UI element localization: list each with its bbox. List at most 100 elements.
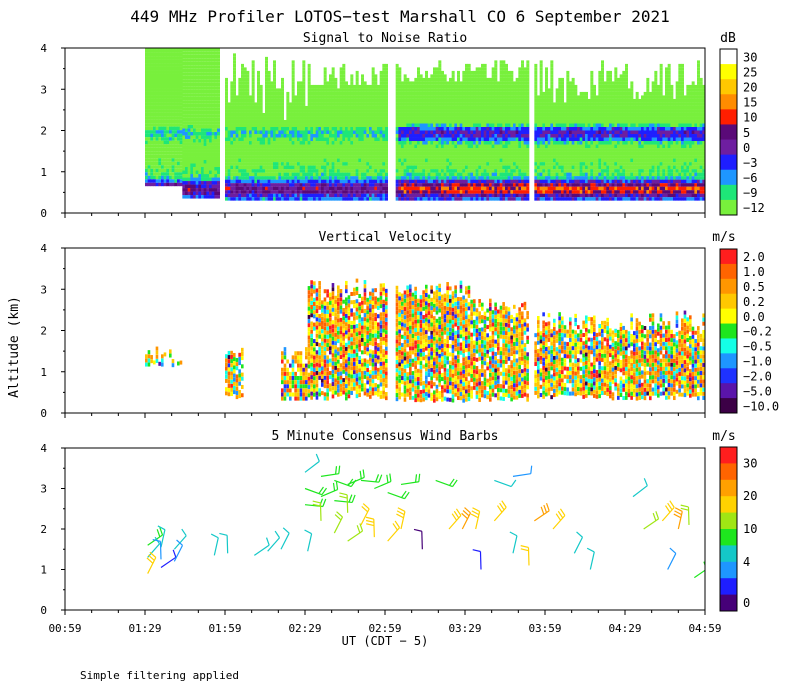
snr-cell bbox=[291, 84, 295, 89]
snr-cell bbox=[153, 88, 156, 92]
snr-cell bbox=[470, 88, 474, 92]
snr-cell bbox=[462, 155, 466, 159]
snr-cell bbox=[145, 154, 148, 159]
snr-cell bbox=[369, 134, 372, 138]
snr-cell bbox=[505, 190, 508, 194]
snr-cell bbox=[211, 188, 215, 192]
snr-cell bbox=[449, 88, 452, 92]
snr-cell bbox=[310, 127, 314, 131]
snr-cell bbox=[467, 134, 471, 138]
snr-cell bbox=[427, 144, 431, 149]
snr-cell bbox=[270, 155, 274, 159]
snr-cell bbox=[347, 91, 351, 96]
snr-cell bbox=[449, 84, 452, 89]
snr-cell bbox=[302, 123, 306, 127]
snr-cell bbox=[203, 145, 207, 150]
snr-cell bbox=[465, 116, 468, 120]
snr-cell bbox=[483, 151, 487, 156]
snr-cell bbox=[403, 179, 407, 184]
snr-cell bbox=[211, 191, 215, 196]
snr-cell bbox=[339, 165, 343, 170]
snr-cell bbox=[497, 148, 500, 152]
snr-cell bbox=[190, 174, 194, 178]
snr-cell bbox=[235, 144, 239, 149]
snr-cell bbox=[217, 54, 220, 59]
snr-cell bbox=[171, 105, 175, 110]
snr-cell bbox=[518, 112, 522, 117]
snr-cell bbox=[422, 119, 426, 124]
snr-cell bbox=[433, 162, 436, 166]
snr-cell bbox=[254, 102, 258, 106]
snr-cell bbox=[467, 190, 471, 194]
snr-cell bbox=[422, 158, 426, 163]
snr-cell bbox=[345, 105, 348, 110]
snr-cell bbox=[329, 148, 332, 152]
snr-cell bbox=[406, 109, 410, 113]
snr-cell bbox=[489, 197, 492, 201]
snr-cell bbox=[403, 162, 407, 166]
snr-cell bbox=[193, 100, 196, 104]
snr-cell bbox=[265, 56, 268, 61]
snr-cell bbox=[310, 172, 314, 177]
snr-cell bbox=[185, 68, 188, 73]
snr-cell bbox=[398, 70, 402, 75]
snr-cell bbox=[347, 176, 351, 180]
snr-cell bbox=[371, 137, 375, 142]
snr-cell bbox=[342, 186, 346, 191]
snr-cell bbox=[334, 158, 338, 163]
snr-cell bbox=[153, 165, 156, 169]
snr-cell bbox=[147, 175, 151, 180]
snr-cell bbox=[401, 165, 404, 170]
snr-cell bbox=[385, 190, 388, 194]
snr-cell bbox=[411, 193, 415, 198]
snr-cell bbox=[483, 155, 487, 159]
snr-cell bbox=[435, 112, 439, 117]
snr-cell bbox=[494, 165, 498, 170]
snr-cell bbox=[267, 165, 271, 170]
snr-cell bbox=[323, 141, 327, 145]
snr-cell bbox=[297, 158, 300, 163]
snr-cell bbox=[198, 89, 202, 94]
snr-cell bbox=[465, 109, 468, 113]
snr-cell bbox=[182, 86, 186, 90]
snr-cell bbox=[355, 105, 359, 110]
snr-cell bbox=[153, 154, 156, 159]
snr-cell bbox=[513, 84, 516, 89]
snr-cell bbox=[163, 88, 167, 92]
snr-cell bbox=[227, 109, 231, 113]
snr-heatmap bbox=[145, 48, 705, 201]
snr-cell bbox=[275, 95, 279, 99]
snr-cell bbox=[326, 84, 330, 89]
snr-cell bbox=[278, 144, 282, 149]
snr-cell bbox=[465, 95, 468, 99]
snr-cell bbox=[179, 98, 183, 103]
snr-cell bbox=[350, 91, 354, 96]
snr-cell bbox=[366, 109, 370, 113]
snr-cell bbox=[366, 130, 370, 135]
snr-cell bbox=[310, 119, 314, 124]
snr-cell bbox=[395, 119, 399, 124]
snr-cell bbox=[438, 74, 442, 78]
snr-cell bbox=[326, 130, 330, 135]
snr-cell bbox=[379, 155, 383, 159]
snr-cell bbox=[467, 63, 471, 68]
snr-cell bbox=[243, 137, 247, 142]
snr-cell bbox=[470, 155, 474, 159]
snr-cell bbox=[486, 134, 490, 138]
snr-cell bbox=[342, 165, 346, 170]
snr-cell bbox=[179, 158, 183, 162]
snr-cell bbox=[430, 183, 434, 187]
snr-cell bbox=[198, 135, 202, 139]
snr-cell bbox=[267, 84, 271, 89]
snr-cell bbox=[494, 148, 498, 152]
snr-cell bbox=[281, 183, 284, 187]
snr-cell bbox=[438, 179, 442, 184]
snr-cell bbox=[355, 162, 359, 166]
snr-cell bbox=[419, 141, 423, 145]
snr-cell bbox=[449, 98, 452, 103]
snr-cell bbox=[350, 84, 354, 89]
snr-cell bbox=[171, 102, 175, 106]
snr-cell bbox=[299, 88, 303, 92]
snr-cell bbox=[385, 67, 388, 71]
snr-cell bbox=[435, 123, 439, 127]
